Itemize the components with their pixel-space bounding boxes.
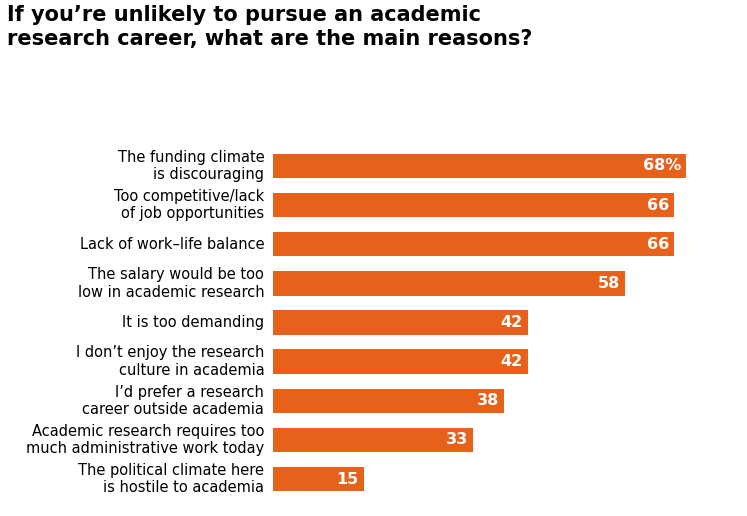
Bar	[273, 232, 674, 256]
Bar	[273, 467, 364, 491]
Bar	[273, 193, 674, 217]
Text: 66: 66	[647, 198, 669, 213]
Bar	[273, 154, 686, 178]
Text: 66: 66	[647, 237, 669, 252]
Text: 42: 42	[500, 315, 523, 330]
Text: 58: 58	[598, 276, 620, 291]
Text: 15: 15	[337, 472, 359, 487]
Bar	[273, 389, 503, 413]
Bar	[273, 271, 625, 296]
Bar	[273, 349, 528, 374]
Text: 33: 33	[446, 432, 468, 447]
Text: If you’re unlikely to pursue an academic
research career, what are the main reas: If you’re unlikely to pursue an academic…	[7, 5, 533, 49]
Text: 68%: 68%	[642, 158, 681, 173]
Bar	[273, 310, 528, 335]
Text: 42: 42	[500, 354, 523, 369]
Bar	[273, 428, 473, 452]
Text: 38: 38	[477, 393, 499, 408]
